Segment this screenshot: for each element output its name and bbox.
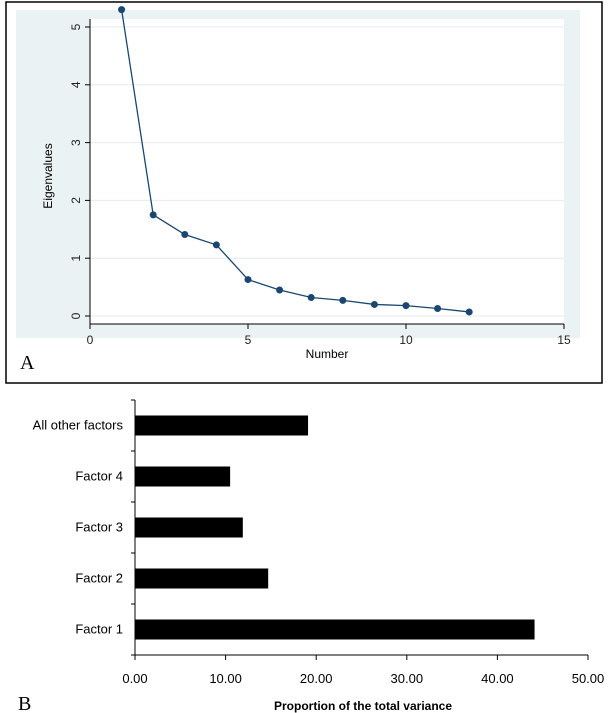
panel-a-label: A (20, 352, 35, 374)
panel-a-xtick-label: 10 (399, 333, 413, 347)
panel-b-xtick-label: 30.00 (391, 671, 424, 686)
panel-b-bar (135, 466, 231, 487)
panel-b-category-label: Factor 4 (75, 469, 123, 484)
panel-b-bar (135, 568, 269, 589)
panel-b-xtick-label: 20.00 (300, 671, 333, 686)
panel-b-bar (135, 619, 535, 640)
panel-a-ytick-label: 5 (69, 23, 83, 30)
panel-a-data-point (276, 286, 284, 294)
panel-b-category-label: Factor 1 (75, 622, 123, 637)
panel-a-data-point (434, 304, 442, 312)
panel-a-data-point (149, 211, 157, 219)
panel-b-xtick-label: 0.00 (122, 671, 147, 686)
panel-b-xlabel: Proportion of the total variance (274, 699, 452, 713)
panel-b-category-label: Factor 2 (75, 571, 123, 586)
panel-a-series-line (120, 9, 470, 313)
panel-b-bars (135, 415, 535, 640)
panel-a-data-point (244, 276, 252, 284)
panel-b-axes: Factor 1 Factor 2 Factor 3 Factor 4 All othe… (33, 399, 605, 686)
panel-b-bar (135, 517, 243, 538)
panel-b-xtick-label: 40.00 (481, 671, 514, 686)
panel-b-category-label: All other factors (33, 418, 124, 433)
panel-a-ytick-label: 0 (69, 312, 83, 319)
panel-a-ylabel: Eigenvalues (41, 143, 55, 208)
panel-a-ytick-label: 1 (69, 255, 83, 262)
panel-a-data-point (465, 308, 473, 316)
panel-a-xtick-label: 5 (245, 333, 252, 347)
panel-a-data-point (118, 6, 126, 14)
panel-b-bar (135, 415, 309, 436)
panel-a-ytick-label: 4 (69, 81, 83, 88)
panel-a-data-point (307, 294, 315, 302)
panel-a-ytick-label: 2 (69, 197, 83, 204)
panel-b-label: B (18, 693, 31, 713)
panel-a-data-point (181, 231, 189, 239)
panel-a-axes: 0 1 2 3 4 5 0 5 10 15 (69, 19, 571, 347)
panel-a-plot-area (90, 19, 564, 324)
panel-a-data-point (370, 300, 378, 308)
panel-b-xtick-label: 50.00 (572, 671, 605, 686)
panel-a-xtick-label: 15 (557, 333, 571, 347)
panel-a-gridlines (90, 26, 564, 317)
panel-a-data-point (402, 302, 410, 310)
panel-b-xtick-label: 10.00 (209, 671, 242, 686)
panel-a-xlabel: Number (306, 347, 349, 361)
panel-a-series (118, 6, 473, 316)
panel-b-category-label: Factor 3 (75, 520, 123, 535)
panel-a-ytick-label: 3 (69, 139, 83, 146)
panel-a-data-point (212, 241, 220, 249)
panel-a-data-point (339, 296, 347, 304)
panel-a-xtick-label: 0 (87, 333, 94, 347)
